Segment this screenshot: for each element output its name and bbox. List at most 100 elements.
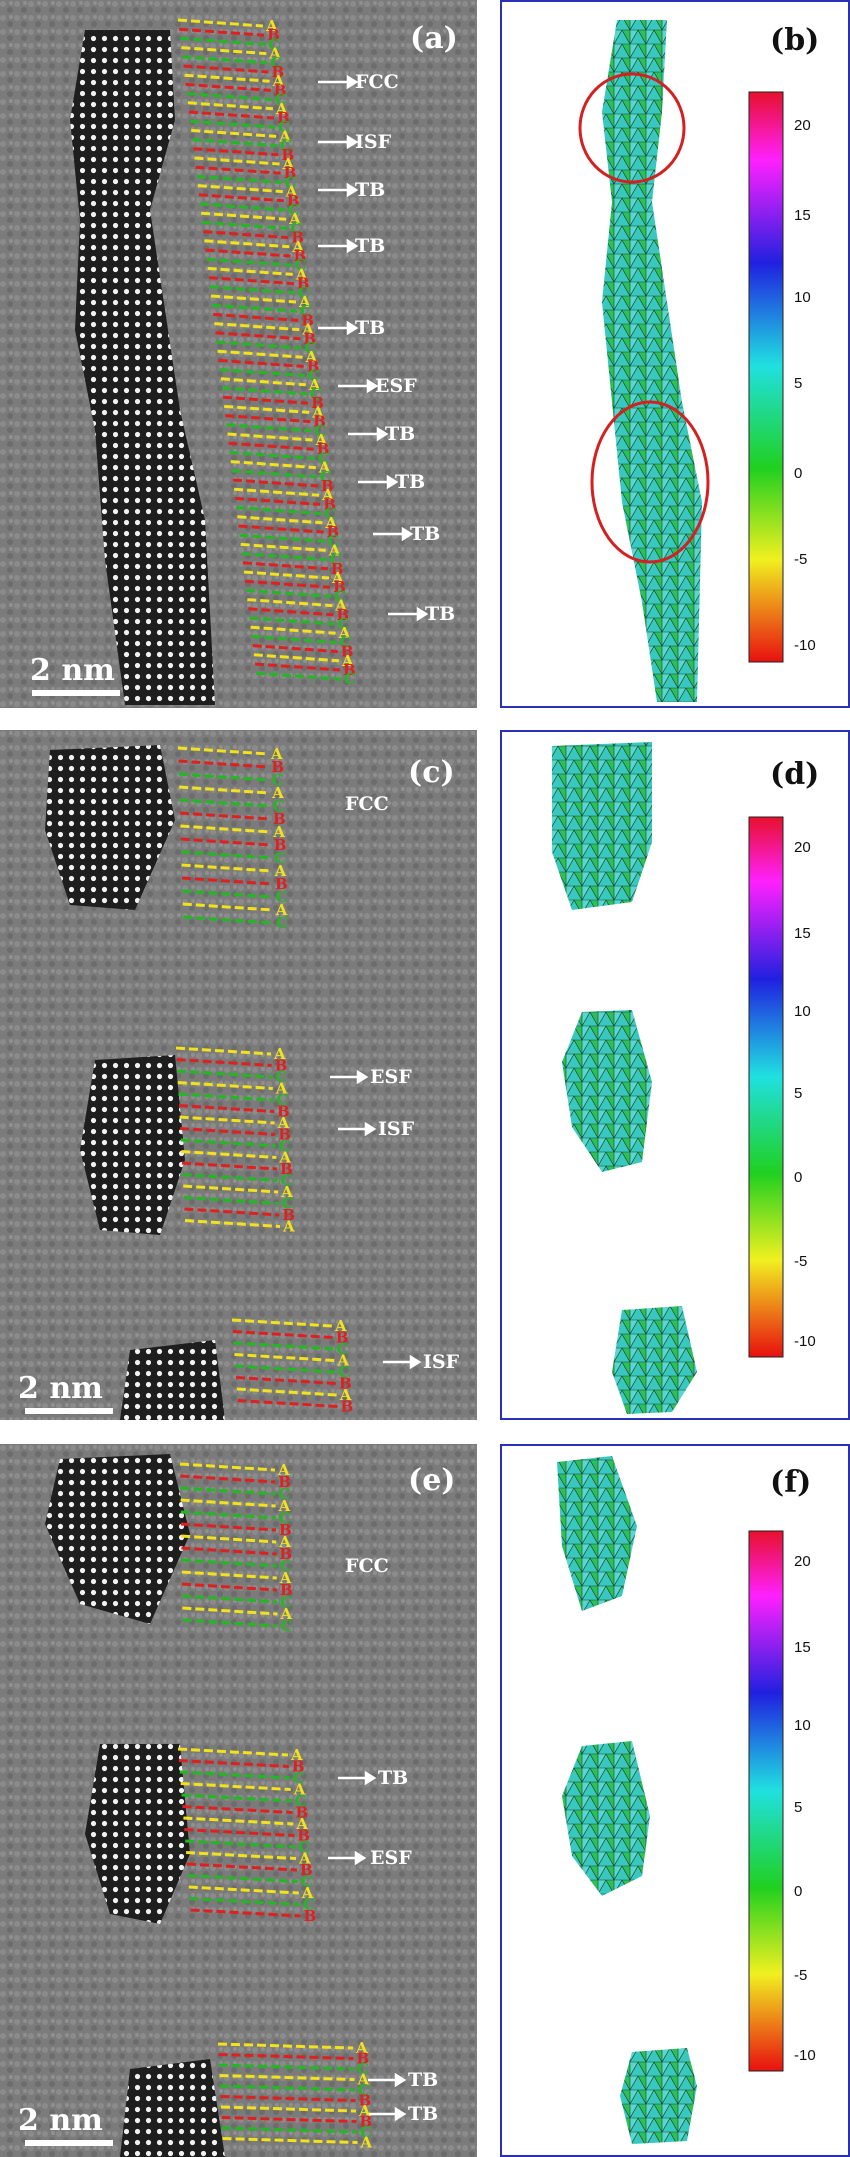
annotation: TB (378, 1767, 408, 1789)
layer-line (248, 607, 334, 617)
layer-letter: A (318, 459, 331, 477)
layer-line (180, 1474, 276, 1484)
wire-strain-map (602, 20, 702, 702)
layer-letter: B (341, 1398, 354, 1416)
layer-line (188, 110, 275, 120)
colorbar-tick: 20 (794, 839, 811, 856)
nanoparticle-lattice (120, 2059, 225, 2157)
highlight-ellipse (590, 400, 710, 564)
annotation: ESF (375, 375, 417, 397)
layer-letter: B (333, 578, 346, 596)
layer-letter: A (298, 293, 311, 311)
tem-image-c: FCC ESF ISF ISF (c) 2 nm ABCACBABCABCACA… (0, 730, 477, 1420)
colorbar-tick: 10 (794, 289, 811, 306)
layer-line (219, 368, 305, 378)
layer-letter: C (340, 633, 352, 651)
layer-line (227, 432, 313, 442)
layer-line (180, 1486, 276, 1496)
annotation: ESF (370, 1066, 412, 1088)
annotation-arrows (328, 1770, 407, 2122)
layer-line (228, 441, 314, 451)
layer-line (179, 1115, 275, 1125)
layer-line (191, 128, 277, 138)
layer-letter: B (292, 1758, 305, 1776)
layer-letter: A (279, 1605, 292, 1623)
tem-panel-a: FCC ISF TB TB TB ESF TB TB TB TB (a) 2 n… (0, 0, 477, 708)
layer-letter: C (308, 367, 320, 385)
layer-letter: B (300, 1861, 313, 1879)
panel-label: (c) (408, 755, 455, 790)
layer-letter: B (359, 2092, 372, 2110)
layer-letter: B (275, 875, 288, 893)
layer-letter: B (278, 1473, 291, 1491)
layer-line (183, 64, 269, 74)
layer-letter: B (317, 440, 330, 458)
layer-line (182, 1173, 278, 1182)
annotation: ISF (423, 1351, 460, 1373)
strain-map-f: (f) 20 15 10 5 0 -5 -10 (557, 1456, 816, 2144)
layer-letter: C (270, 54, 282, 72)
layer-letter: A (308, 376, 321, 394)
layer-line (219, 2084, 356, 2092)
colorbar-tick: 0 (794, 1883, 802, 1900)
layer-line (220, 377, 307, 387)
layer-line (179, 798, 270, 808)
strain-map-b: (b) 20 15 10 5 0 -5 -10 (578, 20, 819, 702)
layer-letter: A (290, 1746, 303, 1764)
layer-letter: A (295, 1815, 308, 1833)
layer-letter: B (311, 394, 324, 412)
layer-letter: C (318, 449, 330, 467)
layer-line (253, 653, 340, 663)
layer-letter: A (278, 1497, 291, 1515)
panel-label: (b) (770, 23, 819, 58)
layer-letter: A (321, 486, 334, 504)
layer-letter: A (278, 1533, 291, 1551)
layer-letter: C (275, 1068, 287, 1086)
layer-line (254, 662, 341, 672)
colorbar-tick: 10 (794, 1717, 811, 1734)
layer-line (175, 1046, 272, 1056)
layer-line (182, 1805, 293, 1814)
nanoparticle-lattice (120, 1340, 225, 1420)
layer-letter: C (338, 1363, 350, 1381)
colorbar-tick: 15 (794, 1639, 811, 1656)
layer-line (181, 1582, 278, 1592)
layer-letter: C (337, 1340, 349, 1358)
colorbar-tick: 5 (794, 375, 802, 392)
layer-letter: A (324, 514, 337, 532)
layer-line (224, 404, 310, 414)
layer-letter: C (360, 2123, 372, 2141)
highlight-ellipse (578, 72, 686, 184)
layer-letter: B (313, 413, 326, 431)
annotation: TB (355, 317, 385, 339)
annotation: TB (408, 2069, 438, 2091)
annotation: FCC (345, 1555, 389, 1577)
layer-line (205, 248, 291, 258)
layer-line (206, 257, 292, 267)
layer-letter: C (358, 2081, 370, 2099)
layer-line (181, 1161, 278, 1171)
layer-line (181, 1558, 277, 1568)
layer-line (183, 1816, 294, 1826)
layer-line (182, 1606, 278, 1616)
scale-bar (32, 690, 120, 696)
layer-letter: A (282, 155, 295, 173)
layer-letter: B (360, 2113, 373, 2131)
layer-line (236, 1387, 337, 1397)
layer-letter: B (281, 146, 294, 164)
layer-line (225, 414, 311, 424)
scale-bar-label: 2 nm (18, 2103, 103, 2138)
layer-letter: A (291, 238, 304, 256)
layer-letter: C (280, 1557, 292, 1575)
layer-line (233, 487, 320, 497)
tem-image-a: FCC ISF TB TB TB ESF TB TB TB TB (a) 2 n… (0, 0, 477, 708)
annotation: TB (355, 179, 385, 201)
layer-line (222, 395, 309, 405)
strain-map-d: (d) 20 15 10 5 0 -5 -10 (552, 742, 819, 1414)
layer-letter: B (274, 81, 287, 99)
layer-letter: A (338, 624, 351, 642)
